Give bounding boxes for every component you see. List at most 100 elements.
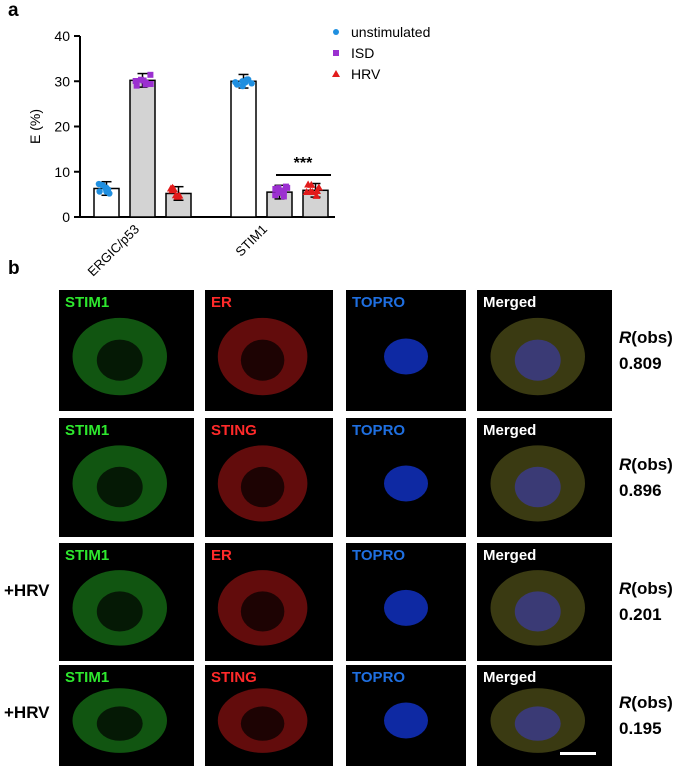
channel-label: Merged [483, 422, 537, 439]
cell-image [217, 688, 308, 753]
micrograph-stim1: STIM1 [59, 665, 194, 766]
micrograph-er: ER [205, 543, 333, 661]
r-label: R [619, 692, 632, 712]
data-point [133, 82, 140, 89]
data-point [138, 76, 145, 83]
data-point [103, 188, 110, 195]
r-value: 0.896 [619, 480, 662, 500]
significance-annotation: *** [294, 155, 313, 172]
micrograph-merged: Merged [477, 665, 612, 766]
data-point [275, 185, 282, 192]
condition-label: +HRV [4, 581, 50, 600]
y-tick-label: 10 [54, 164, 70, 180]
r-suffix: (obs) [631, 327, 673, 347]
data-point [280, 187, 287, 194]
cell-image [72, 317, 167, 396]
y-tick-label: 0 [62, 209, 70, 225]
data-point [302, 187, 311, 195]
data-point [313, 186, 322, 194]
data-point [169, 184, 178, 192]
cell-image [384, 589, 428, 626]
data-point [312, 191, 321, 199]
x-tick-label: STIM1 [232, 222, 270, 260]
data-point [132, 78, 139, 85]
channel-label: ER [211, 547, 232, 564]
cell-image [384, 338, 428, 375]
micrograph-sting: STING [205, 418, 333, 537]
channel-label: STING [211, 669, 257, 686]
micrograph-topro: TOPRO [346, 543, 466, 661]
r-label: R [619, 454, 632, 474]
channel-label: STIM1 [65, 547, 110, 564]
micrograph-merged: Merged [477, 418, 612, 537]
legend-marker-unstimulated [333, 29, 339, 35]
micrograph-er: ER [205, 290, 333, 411]
data-point [272, 185, 279, 192]
r-suffix: (obs) [631, 692, 673, 712]
legend-label-unstimulated: unstimulated [351, 24, 430, 40]
scale-bar [560, 752, 596, 755]
data-point [248, 80, 255, 87]
micrograph-topro: TOPRO [346, 290, 466, 411]
data-point [304, 180, 313, 188]
condition-label: +HRV [4, 703, 50, 722]
y-axis-label: E (%) [27, 109, 43, 144]
micrograph-topro: TOPRO [346, 418, 466, 537]
y-tick-label: 40 [54, 28, 70, 44]
data-point [142, 79, 149, 86]
cell-image [217, 445, 308, 522]
cell-image [72, 570, 167, 646]
r-value: 0.809 [619, 353, 662, 373]
data-point [239, 78, 246, 85]
micrograph-sting: STING [205, 665, 333, 766]
channel-label: TOPRO [352, 669, 406, 686]
r-value: 0.201 [619, 605, 662, 624]
legend-marker-hrv [332, 70, 340, 77]
data-point [99, 181, 106, 189]
correlation-value: R(obs) 0.201 [619, 576, 673, 628]
cell-image [384, 702, 428, 739]
channel-label: STIM1 [65, 294, 110, 311]
channel-label: TOPRO [352, 294, 406, 311]
r-label: R [619, 327, 632, 347]
panel-label-a: a [8, 0, 19, 21]
data-point [284, 184, 291, 191]
cell-image [490, 570, 585, 646]
x-tick-label: ERGIC/p53 [85, 222, 143, 280]
data-point [239, 82, 246, 90]
cell-image [384, 465, 428, 502]
micrograph-stim1: STIM1 [59, 418, 194, 537]
bar-chart: 0 10 20 30 40 E (%) ERGIC/p53 STIM1 *** unstimula… [27, 24, 430, 280]
channel-label: ER [211, 294, 232, 311]
r-suffix: (obs) [631, 579, 673, 598]
bar-isd-0 [129, 79, 156, 218]
channel-label: Merged [483, 294, 537, 311]
cell-image [217, 317, 308, 396]
y-tick-label: 20 [54, 119, 70, 135]
data-point [280, 193, 287, 200]
micrograph-stim1: STIM1 [59, 543, 194, 661]
channel-label: STING [211, 422, 257, 439]
legend-marker-isd [333, 50, 339, 56]
cell-image [490, 317, 585, 396]
y-tick-label: 30 [54, 73, 70, 89]
correlation-value: R(obs) 0.195 [619, 690, 673, 742]
micrograph-merged: Merged [477, 543, 612, 661]
r-value: 0.195 [619, 718, 662, 738]
cell-image [72, 688, 167, 753]
r-suffix: (obs) [631, 454, 673, 474]
cell-image [490, 445, 585, 522]
channel-label: STIM1 [65, 669, 110, 686]
micrograph-stim1: STIM1 [59, 290, 194, 411]
r-label: R [619, 579, 632, 598]
micrograph-merged: Merged [477, 290, 612, 411]
bar-unstimulated-1 [230, 80, 257, 218]
panel-label-b: b [8, 258, 20, 279]
channel-label: Merged [483, 669, 537, 686]
channel-label: STIM1 [65, 422, 110, 439]
legend-label-isd: ISD [351, 45, 374, 61]
correlation-value: R(obs) 0.896 [619, 452, 673, 504]
data-point [232, 79, 239, 86]
cell-image [217, 570, 308, 646]
data-point [173, 192, 182, 200]
